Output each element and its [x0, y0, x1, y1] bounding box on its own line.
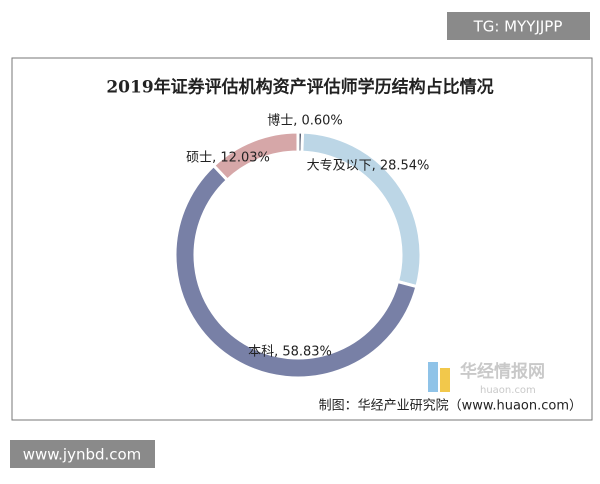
chart-title: 2019年证券评估机构资产评估师学历结构占比情况 — [106, 77, 493, 98]
data-label: 大专及以下, 28.54% — [307, 159, 430, 174]
top-tag-box — [447, 12, 590, 40]
top-tag: TG: MYYJJPP — [473, 18, 563, 36]
watermark-name: 华经情报网 — [460, 361, 545, 382]
watermark-site: huaon.com — [480, 385, 536, 396]
bottom-tag: www.jynbd.com — [23, 446, 142, 464]
donut: 博士, 0.60% 大专及以下, 28.54% 本科, 58.83% 硕士, 12.0… — [173, 114, 430, 380]
bottom-tag-box — [10, 440, 155, 468]
logo-bar — [428, 362, 438, 392]
logo-bar — [440, 368, 450, 392]
data-label: 博士, 0.60% — [267, 114, 343, 129]
donut-slice — [211, 130, 300, 183]
source-note: 制图：华经产业研究院（www.huaon.com） — [319, 399, 582, 414]
data-label: 本科, 58.83% — [248, 345, 332, 360]
data-label: 硕士, 12.03% — [186, 151, 270, 166]
